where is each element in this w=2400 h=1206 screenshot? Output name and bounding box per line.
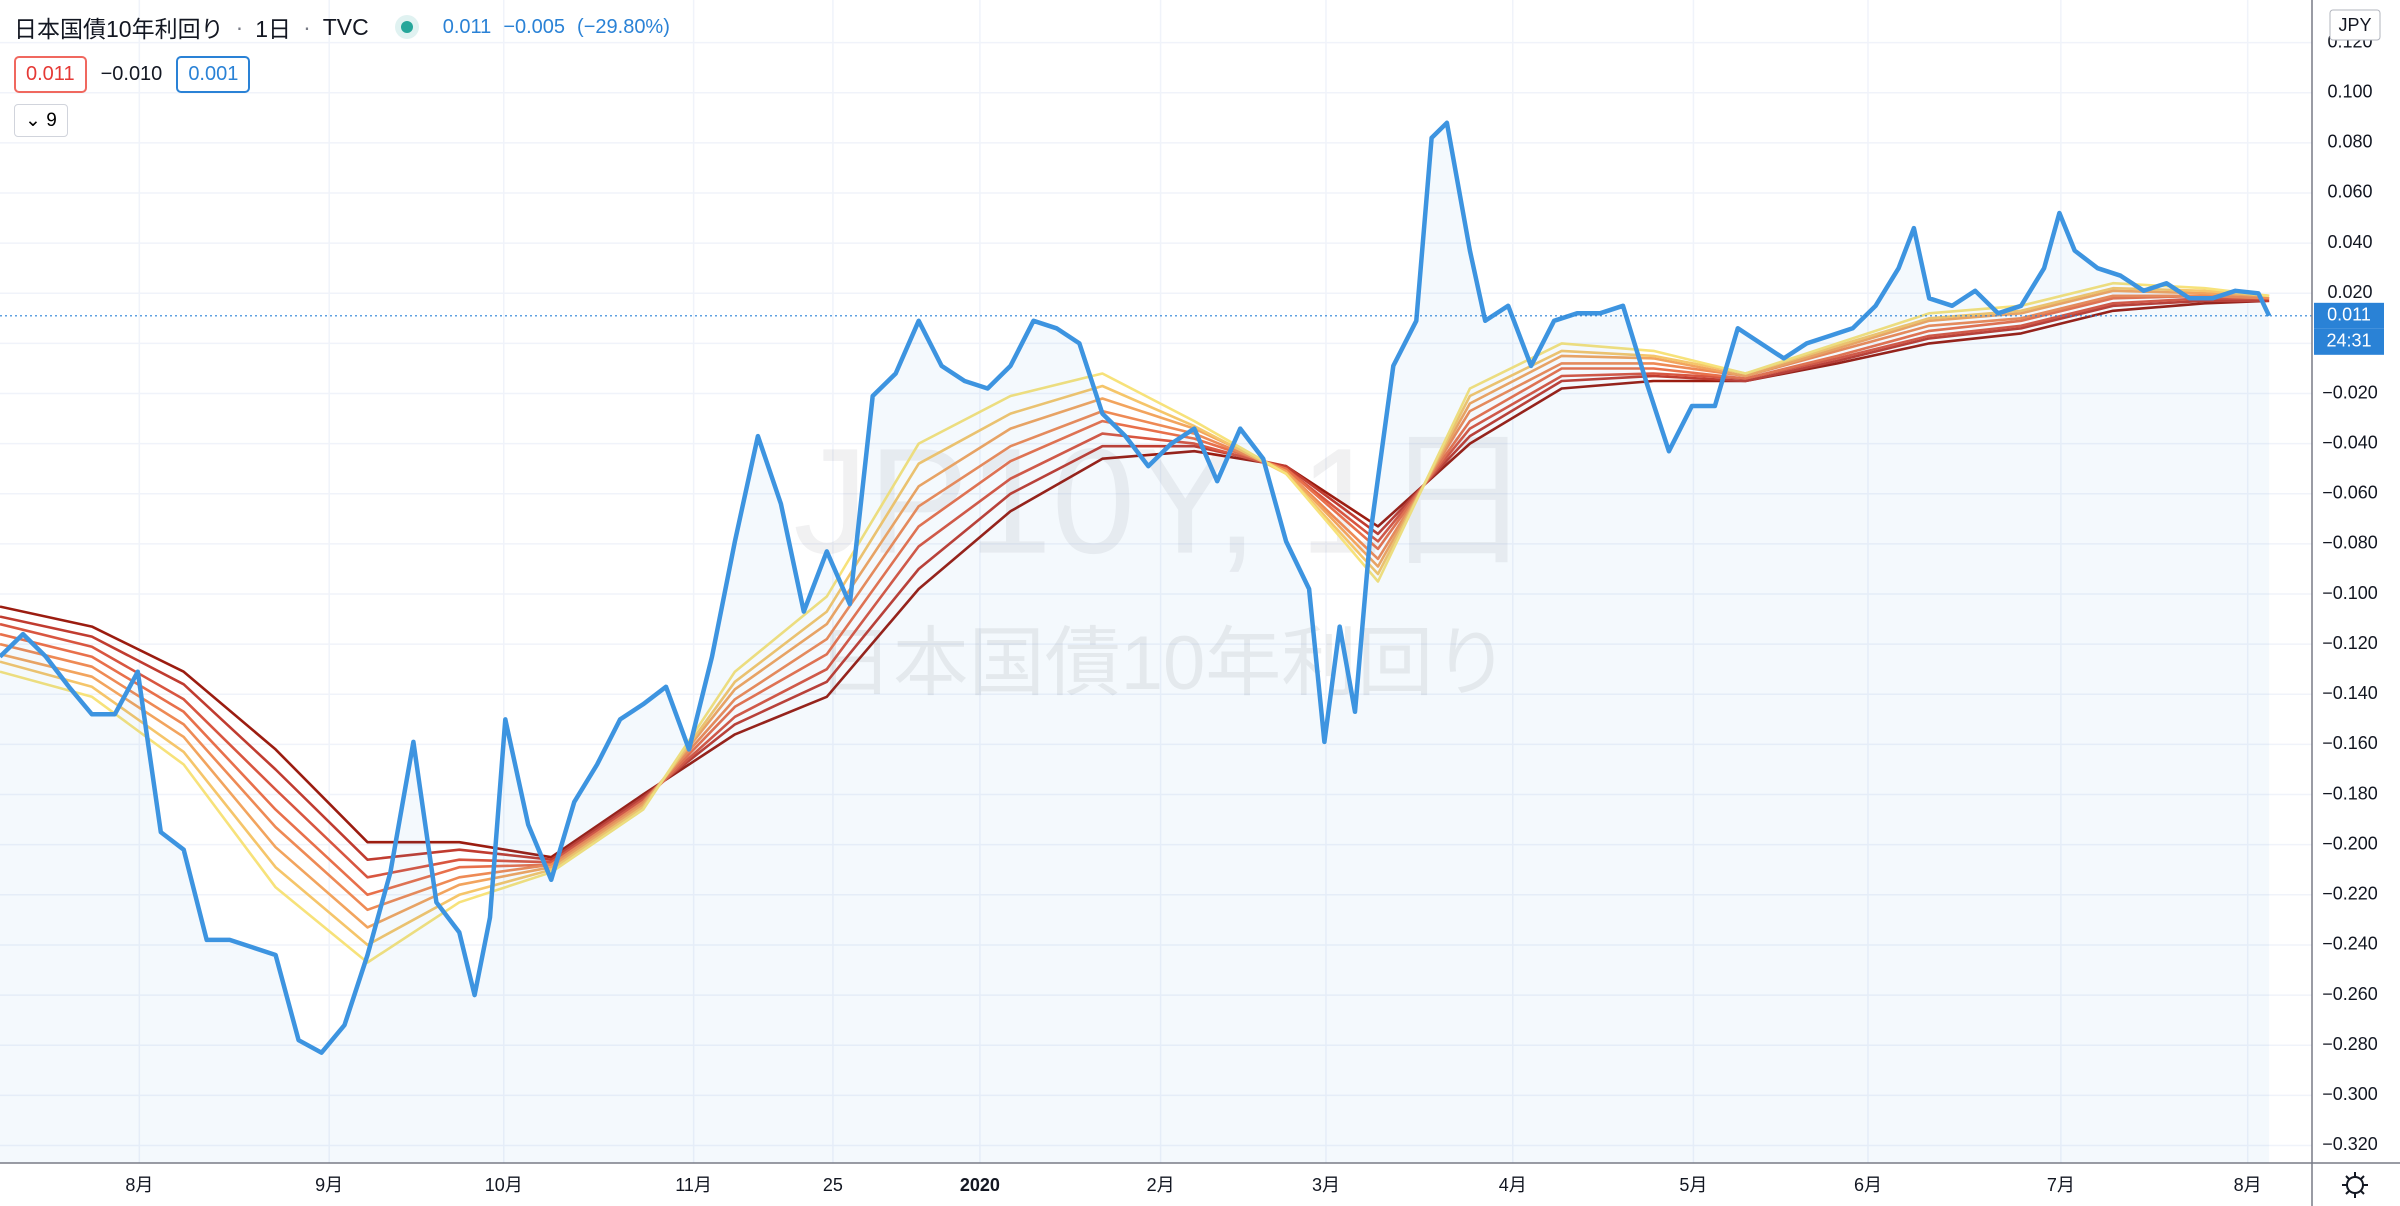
interval[interactable]: 1日	[255, 16, 292, 42]
y-tick-label: −0.220	[2322, 884, 2378, 904]
gear-ring	[2346, 1176, 2364, 1194]
x-tick-label: 2月	[1147, 1175, 1175, 1195]
x-tick-label: 8月	[2234, 1175, 2262, 1195]
y-tick-label: 0.060	[2327, 182, 2372, 202]
y-tick-label: −0.160	[2322, 733, 2378, 753]
change-percent: (−29.80%)	[577, 15, 670, 38]
y-tick-label: −0.260	[2322, 984, 2378, 1004]
legend: 日本国債10年利回り · 1日 · TVC 0.011 −0.005 (−29.80…	[14, 10, 670, 44]
ma-line	[0, 281, 2270, 964]
ma-line	[0, 297, 2270, 879]
x-tick-label: 8月	[125, 1175, 153, 1195]
x-tick-label: 10月	[485, 1175, 523, 1195]
ma-line	[0, 289, 2270, 929]
x-tick-label: 6月	[1854, 1175, 1882, 1195]
ma-line	[0, 299, 2270, 861]
exchange: TVC	[322, 13, 369, 40]
y-tick-label: −0.320	[2322, 1134, 2378, 1154]
indicator-values: 0.011 −0.010 0.001	[14, 56, 251, 93]
x-tick-label: 7月	[2047, 1175, 2075, 1195]
currency-box[interactable]	[2329, 9, 2381, 41]
separator: ·	[303, 13, 311, 40]
y-tick-label: −0.060	[2322, 483, 2378, 503]
indicator-value: 0.001	[176, 56, 251, 93]
x-tick-label: 25	[823, 1175, 843, 1195]
watermark-description: 日本国債10年利回り	[817, 621, 1510, 706]
change: −0.005	[503, 15, 566, 38]
market-status	[400, 21, 413, 33]
gear-teeth	[2342, 1172, 2368, 1198]
last-value: 0.011	[442, 15, 492, 38]
currency[interactable]: JPY	[2338, 15, 2371, 35]
x-tick-label: 4月	[1499, 1175, 1527, 1195]
x-tick-label: 11月	[675, 1175, 712, 1195]
ma-line	[0, 286, 2270, 947]
y-tick-label: −0.240	[2322, 934, 2378, 954]
y-tick-label: −0.200	[2322, 833, 2378, 853]
countdown: 24:31	[2326, 331, 2371, 351]
last-price-label: 0.011	[2327, 305, 2371, 325]
symbol[interactable]: 日本国債10年利回り	[14, 16, 224, 42]
indicator-value: −0.010	[100, 63, 163, 85]
y-tick-label: −0.300	[2322, 1084, 2378, 1104]
y-tick-label: −0.080	[2322, 533, 2378, 553]
y-tick-label: −0.180	[2322, 783, 2378, 803]
settings-icon[interactable]	[2342, 1172, 2368, 1198]
y-tick-label: −0.140	[2322, 683, 2378, 703]
y-tick-label: 0.020	[2327, 282, 2372, 302]
y-tick-label: −0.280	[2322, 1034, 2378, 1054]
y-tick-label: −0.120	[2322, 633, 2378, 653]
x-tick-label: 3月	[1312, 1175, 1340, 1195]
y-tick-label: −0.100	[2322, 583, 2378, 603]
axes: −0.320 −0.300 −0.280 −0.260 −0.240 −0.220 −0.2…	[125, 31, 2384, 1195]
y-tick-label: 0.040	[2327, 232, 2372, 252]
separator: ·	[235, 13, 244, 40]
countdown-tag	[2314, 328, 2384, 355]
y-tick-label: 0.100	[2327, 81, 2372, 101]
indicator-value: 0.011	[14, 56, 87, 93]
ma-line	[0, 299, 2270, 859]
y-tick-label: −0.040	[2322, 432, 2378, 452]
last-price-tag	[2314, 302, 2384, 329]
x-tick-label: 5月	[1679, 1175, 1707, 1195]
series-area	[0, 122, 2270, 1163]
y-tick-label: 0.080	[2327, 132, 2372, 152]
indicator-toggle[interactable]: ⌄ 9	[14, 104, 68, 137]
ma-line	[0, 294, 2270, 897]
plot	[0, 120, 2312, 1163]
price-line	[0, 120, 2272, 1055]
y-tick-label: −0.020	[2322, 382, 2378, 402]
indicator-count: 9	[46, 110, 57, 131]
x-tick-label: 9月	[315, 1175, 343, 1195]
x-tick-label: 2020	[960, 1175, 1000, 1195]
